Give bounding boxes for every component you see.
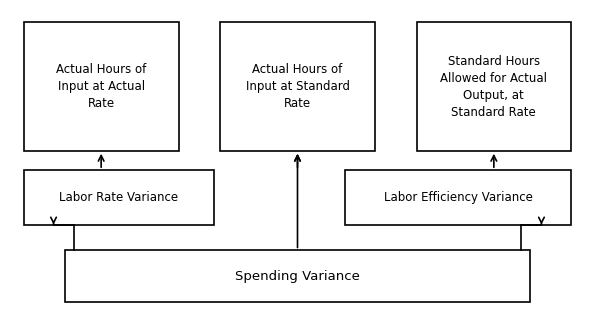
Text: Standard Hours
Allowed for Actual
Output, at
Standard Rate: Standard Hours Allowed for Actual Output… bbox=[440, 55, 547, 119]
FancyBboxPatch shape bbox=[220, 22, 375, 151]
FancyBboxPatch shape bbox=[345, 170, 571, 225]
Text: Actual Hours of
Input at Standard
Rate: Actual Hours of Input at Standard Rate bbox=[246, 63, 349, 110]
FancyBboxPatch shape bbox=[416, 22, 571, 151]
Text: Labor Rate Variance: Labor Rate Variance bbox=[60, 191, 178, 204]
FancyBboxPatch shape bbox=[24, 170, 214, 225]
FancyBboxPatch shape bbox=[65, 250, 530, 302]
Text: Labor Efficiency Variance: Labor Efficiency Variance bbox=[384, 191, 533, 204]
Text: Actual Hours of
Input at Actual
Rate: Actual Hours of Input at Actual Rate bbox=[56, 63, 146, 110]
FancyBboxPatch shape bbox=[24, 22, 179, 151]
Text: Spending Variance: Spending Variance bbox=[235, 270, 360, 282]
